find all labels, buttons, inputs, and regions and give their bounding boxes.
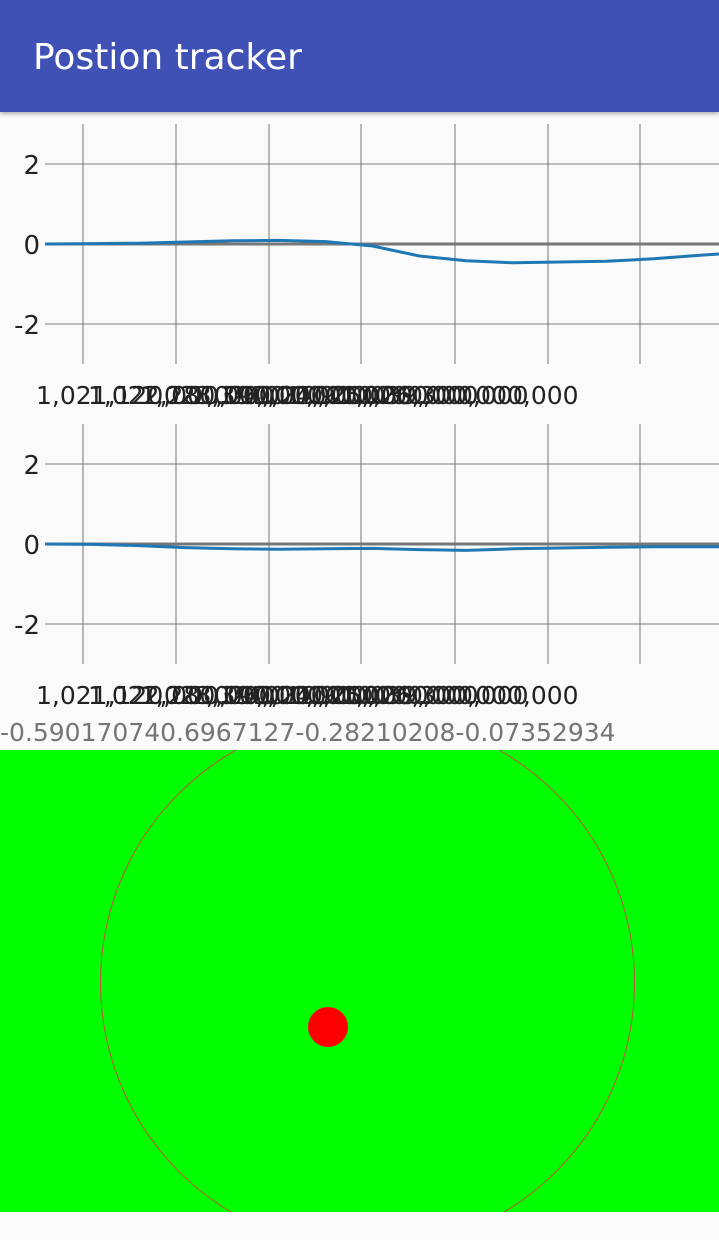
graph-1-xtick-5: 1,025,039,000,000: [290, 381, 529, 410]
graph-1-svg: 20-21,021,120,000,0001,022,280,000,0001,…: [14, 124, 719, 410]
bottom-strip: [0, 1212, 719, 1240]
graph-1-ytick-2: -2: [14, 311, 40, 341]
app-title: Postion tracker: [33, 37, 302, 78]
graph-2-xtick-6: 1,026,300,000,000: [340, 681, 579, 710]
graph-1-xtick-2: 1,023,390,000,000: [140, 381, 379, 410]
graph-1-series-0: [44, 238, 719, 265]
sensor-values-text: -0.590170740.6967127-0.28210208-0.073529…: [0, 718, 616, 747]
graph-1-xtick-3: 1,024,010,000,000: [190, 381, 429, 410]
graph-2-xtick-5: 1,025,039,000,000: [290, 681, 529, 710]
graph-1-xtick-1: 1,022,280,000,000: [88, 381, 327, 410]
graph-2-xtick-2: 1,023,390,000,000: [140, 681, 379, 710]
graph-2-series-0: [44, 542, 719, 552]
graph-1-xtick-4: 1,024,900,000,000: [240, 381, 479, 410]
position-graph-2[interactable]: 2 0 -2 1,021,120,000,000 1,022,280,000,000 1,…: [0, 412, 719, 712]
graph-2-svg: 20-21,021,120,000,0001,022,280,000,0001,…: [14, 424, 719, 710]
position-graph-1[interactable]: 2 0 -2 1,021,120,000,000 1,022,280,000,000 1,…: [0, 112, 719, 412]
joystick-position-dot[interactable]: [308, 1007, 348, 1047]
graph-2-xtick-3: 1,024,010,000,000: [190, 681, 429, 710]
graph-1-ytick-0: 2: [23, 151, 40, 181]
graph-1-ytick-1: 0: [23, 231, 40, 261]
graph-2-ytick-1: 0: [23, 531, 40, 561]
joystick-pad[interactable]: [0, 750, 719, 1212]
app-bar: Postion tracker: [0, 0, 719, 112]
graph-1-xtick-0: 1,021,120,000,000: [36, 381, 275, 410]
graph-2-xtick-1: 1,022,280,000,000: [88, 681, 327, 710]
graph-2-ytick-0: 2: [23, 451, 40, 481]
joystick-boundary-ring: [100, 750, 635, 1212]
graph-1-xtick-6: 1,026,300,000,000: [340, 381, 579, 410]
graph-2-xtick-4: 1,024,900,000,000: [240, 681, 479, 710]
graph-2-ytick-2: -2: [14, 611, 40, 641]
graph-2-xtick-0: 1,021,120,000,000: [36, 681, 275, 710]
